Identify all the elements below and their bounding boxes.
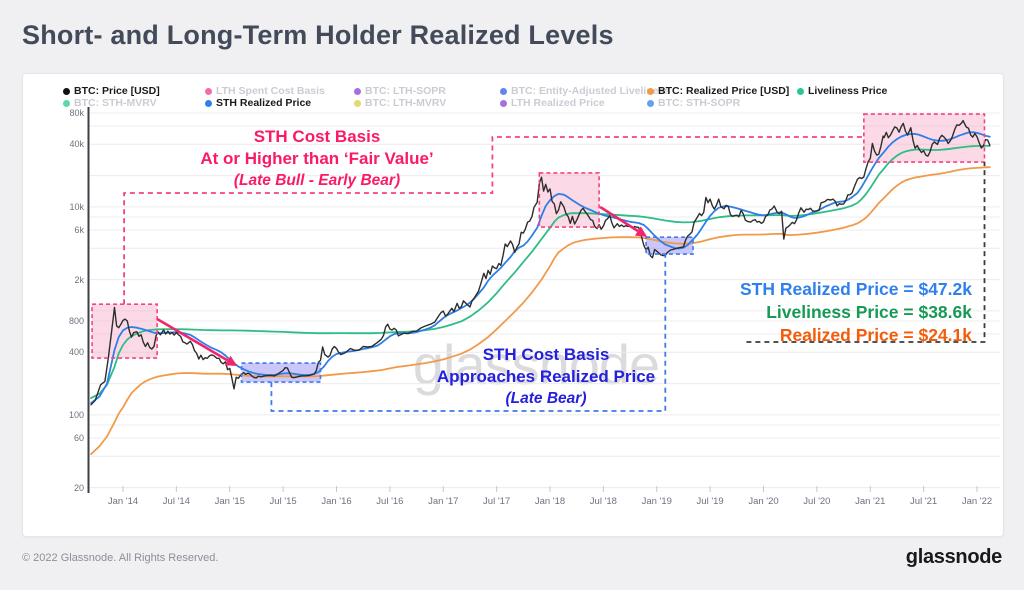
legend-dot — [500, 99, 507, 107]
legend-item-lth-spent-cost-basis[interactable]: LTH Spent Cost Basis — [205, 85, 325, 97]
legend-label: BTC: LTH-SOPR — [365, 85, 446, 97]
footer-copyright: © 2022 Glassnode. All Rights Reserved. — [22, 552, 219, 564]
legend-item-lth-realized-price[interactable]: LTH Realized Price — [500, 97, 605, 109]
callout-line: Approaches Realized Price — [436, 367, 656, 386]
value-label: Liveliness Price = $38.6k — [766, 302, 972, 322]
legend-dot — [354, 99, 361, 107]
callout-line: (Late Bull - Early Bear) — [233, 172, 401, 189]
legend-item-btc-realized-price-usd-[interactable]: BTC: Realized Price [USD] — [647, 85, 789, 97]
x-tick-label: Jul '15 — [269, 496, 297, 507]
y-tick-label: 80k — [69, 108, 84, 118]
x-tick-label: Jan '17 — [428, 496, 459, 507]
legend-dot — [205, 99, 212, 107]
x-tick-label: Jan '16 — [321, 496, 352, 507]
x-tick-label: Jul '14 — [162, 496, 190, 507]
x-tick-label: Jan '14 — [107, 496, 139, 507]
legend-item-btc-price-usd-[interactable]: BTC: Price [USD] — [63, 85, 160, 97]
x-tick-label: Jan '19 — [641, 496, 672, 507]
legend-dot — [647, 99, 654, 107]
pink-annotation-callout: STH Cost Basis At or Higher than ‘Fair Va… — [186, 126, 448, 192]
y-tick-label: 40k — [69, 139, 84, 150]
page-title: Short- and Long-Term Holder Realized Lev… — [22, 20, 614, 50]
x-tick-label: Jul '19 — [696, 496, 724, 507]
legend-label: LTH Realized Price — [511, 97, 605, 109]
value-labels: STH Realized Price = $47.2k Liveliness Pr… — [662, 278, 972, 347]
y-tick-label: 6k — [74, 224, 84, 235]
legend-dot — [63, 87, 70, 95]
y-tick-label: 800 — [68, 316, 84, 326]
callout-line: (Late Bear) — [505, 390, 587, 407]
legend-label: BTC: LTH-MVRV — [365, 97, 447, 109]
legend-label: BTC: Entity-Adjusted Liveliness — [511, 85, 671, 97]
legend-item-sth-realized-price[interactable]: STH Realized Price — [205, 97, 311, 109]
value-label: Realized Price = $24.1k — [779, 325, 972, 345]
x-tick-label: Jul '21 — [910, 496, 938, 507]
x-tick-label: Jan '20 — [748, 496, 779, 507]
x-tick-label: Jul '18 — [589, 496, 617, 507]
legend-item-btc-sth-sopr[interactable]: BTC: STH-SOPR — [647, 97, 740, 109]
callout-line: STH Cost Basis — [482, 345, 610, 364]
legend-dot — [63, 99, 70, 107]
legend-item-btc-entity-adjusted-liveliness[interactable]: BTC: Entity-Adjusted Liveliness — [500, 85, 670, 97]
legend-label: LTH Spent Cost Basis — [216, 85, 325, 97]
x-tick-label: Jul '17 — [483, 496, 511, 507]
y-tick-label: 2k — [74, 274, 84, 285]
legend-dot — [797, 87, 804, 95]
y-tick-label: 10k — [69, 201, 84, 212]
legend-label: STH Realized Price — [216, 97, 312, 109]
legend-dot — [354, 87, 361, 95]
legend-item-liveliness-price[interactable]: Liveliness Price — [797, 85, 887, 97]
callout-line: STH Cost Basis — [253, 127, 381, 146]
x-tick-label: Jan '21 — [855, 496, 886, 507]
y-tick-label: 400 — [68, 347, 84, 358]
x-tick-label: Jan '22 — [961, 496, 993, 507]
legend-label: Liveliness Price — [808, 85, 888, 97]
legend-item-btc-sth-mvrv[interactable]: BTC: STH-MVRV — [63, 97, 157, 109]
x-tick-label: Jul '16 — [376, 496, 404, 507]
legend-label: BTC: Price [USD] — [74, 85, 160, 97]
glassnode-logo: glassnode — [905, 546, 1003, 568]
legend-item-btc-lth-mvrv[interactable]: BTC: LTH-MVRV — [354, 97, 446, 109]
x-tick-label: Jan '15 — [214, 496, 245, 507]
legend-dot — [500, 87, 507, 95]
x-tick-label: Jan '18 — [534, 496, 566, 507]
value-label: STH Realized Price = $47.2k — [739, 279, 972, 299]
legend-item-btc-lth-sopr[interactable]: BTC: LTH-SOPR — [354, 85, 446, 97]
legend-label: BTC: STH-MVRV — [74, 97, 157, 109]
callout-line: At or Higher than ‘Fair Value’ — [200, 149, 434, 168]
x-tick-label: Jul '20 — [803, 496, 831, 507]
legend-label: BTC: Realized Price [USD] — [658, 85, 790, 97]
y-tick-label: 20 — [73, 482, 84, 493]
y-tick-label: 100 — [68, 409, 84, 420]
blue-annotation-callout: STH Cost Basis Approaches Realized Price (… — [420, 344, 672, 410]
legend-label: BTC: STH-SOPR — [658, 97, 741, 109]
legend-dot — [647, 87, 654, 95]
legend-dot — [205, 87, 212, 95]
y-tick-label: 60 — [73, 432, 84, 443]
